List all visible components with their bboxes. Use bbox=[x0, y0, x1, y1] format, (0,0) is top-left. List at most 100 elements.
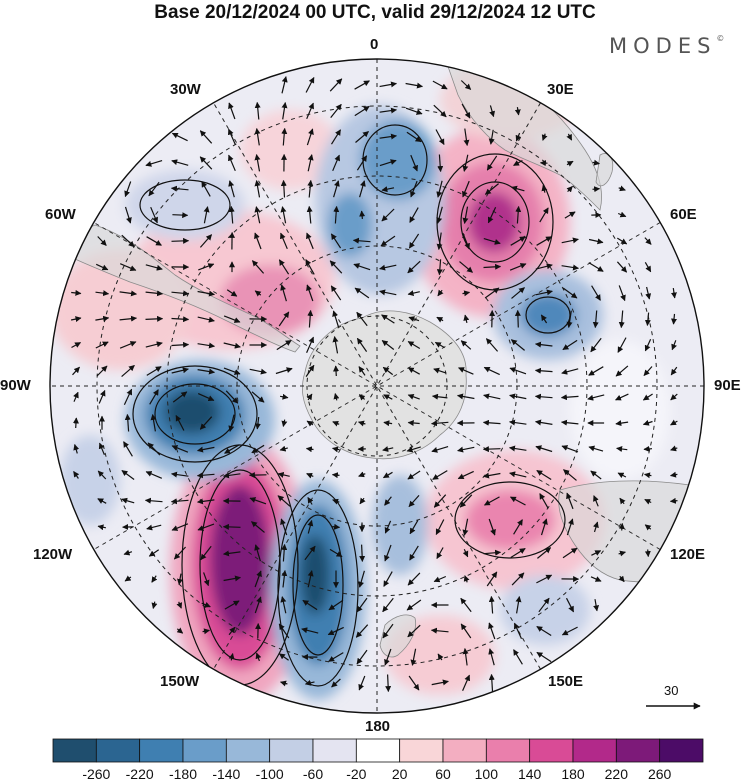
wind-arrow bbox=[483, 263, 502, 270]
wind-arrow bbox=[254, 180, 261, 198]
wind-arrow bbox=[462, 518, 469, 536]
wind-arrow bbox=[332, 446, 340, 453]
wind-arrow bbox=[171, 367, 189, 374]
wind-arrow bbox=[171, 341, 190, 348]
wind-arrow bbox=[197, 290, 215, 297]
wind-arrow bbox=[409, 545, 419, 561]
colorbar-tick-label: 60 bbox=[435, 766, 451, 782]
wind-arrow bbox=[379, 107, 397, 114]
colorbar-swatch bbox=[139, 738, 184, 763]
wind-arrow bbox=[483, 472, 501, 479]
modes-logo: MODES© bbox=[609, 34, 724, 58]
wind-arrow bbox=[433, 494, 447, 508]
wind-arrow bbox=[588, 262, 604, 272]
wind-arrow bbox=[407, 340, 421, 350]
wind-arrow bbox=[281, 543, 288, 562]
wind-arrow bbox=[462, 180, 470, 198]
wind-arrow bbox=[356, 311, 368, 327]
wind-arrow bbox=[146, 236, 162, 246]
wind-arrow bbox=[173, 546, 187, 560]
wind-arrow bbox=[670, 366, 678, 376]
meridian-line bbox=[213, 102, 541, 670]
wind-arrow bbox=[72, 366, 80, 376]
wind-arrow bbox=[379, 133, 397, 140]
wind-arrow bbox=[171, 290, 190, 297]
wind-arrow bbox=[483, 238, 501, 245]
wind-arrow bbox=[642, 393, 653, 401]
wind-arrow bbox=[171, 445, 189, 453]
wind-arrow bbox=[537, 547, 552, 559]
wind-arrow bbox=[306, 232, 314, 250]
wind-arrow bbox=[644, 338, 652, 352]
contour-line bbox=[292, 514, 344, 656]
wind-arrow bbox=[488, 648, 495, 666]
new-zealand bbox=[379, 614, 417, 658]
graticule bbox=[50, 59, 704, 713]
wind-arrow bbox=[406, 599, 422, 611]
wind-arrow bbox=[434, 341, 445, 349]
wind-arrow bbox=[488, 595, 495, 614]
colorbar-tick-label: -180 bbox=[168, 766, 198, 782]
wind-arrow bbox=[352, 237, 371, 244]
anomaly-positive bbox=[468, 192, 520, 252]
wind-arrow bbox=[328, 652, 344, 662]
wind-arrow bbox=[566, 492, 574, 510]
wind-arrow bbox=[276, 339, 292, 351]
wind-arrow bbox=[382, 623, 394, 639]
wind-arrow bbox=[332, 420, 340, 427]
wind-arrow bbox=[254, 232, 262, 250]
wind-arrow bbox=[488, 622, 496, 640]
lon-label-180: 180 bbox=[365, 718, 391, 735]
wind-arrow bbox=[407, 419, 420, 426]
wind-arrow bbox=[97, 524, 107, 531]
wind-arrow bbox=[513, 159, 523, 167]
wind-arrow bbox=[197, 393, 215, 401]
wind-arrow bbox=[356, 597, 368, 613]
wind-arrow bbox=[281, 419, 288, 427]
wind-arrow bbox=[382, 366, 394, 376]
wind-arrow bbox=[538, 597, 550, 613]
wind-arrow bbox=[535, 419, 553, 426]
wind-arrow bbox=[618, 285, 626, 302]
wind-arrow bbox=[565, 597, 575, 613]
wind-arrow bbox=[566, 185, 573, 193]
colorbar-tick-label: -260 bbox=[82, 766, 111, 782]
wind-arrow bbox=[226, 289, 238, 297]
wind-arrow bbox=[509, 471, 527, 478]
wind-arrow bbox=[592, 310, 599, 329]
wind-arrow bbox=[201, 181, 211, 197]
wind-arrow bbox=[199, 156, 213, 170]
wind-arrow bbox=[536, 236, 552, 246]
wind-arrow bbox=[306, 284, 314, 302]
wind-arrow bbox=[670, 288, 677, 299]
wind-arrow bbox=[617, 211, 627, 218]
wind-arrow bbox=[509, 393, 527, 400]
wind-arrow bbox=[332, 154, 340, 172]
wind-arrow bbox=[123, 388, 133, 405]
wind-arrow bbox=[432, 80, 448, 90]
colorbar-swatch bbox=[572, 738, 617, 763]
wind-arrow bbox=[97, 236, 107, 246]
wind-arrow bbox=[356, 155, 368, 171]
lon-label-150e: 150E bbox=[548, 673, 584, 690]
wind-arrow bbox=[307, 570, 314, 588]
colorbar-tick-label: 180 bbox=[561, 766, 585, 782]
meridian-line bbox=[213, 102, 541, 670]
wind-arrow bbox=[410, 154, 418, 172]
wind-arrow bbox=[488, 129, 495, 145]
wind-arrow bbox=[457, 470, 474, 480]
wind-arrow bbox=[280, 179, 287, 198]
wind-arrow bbox=[222, 523, 241, 530]
wind-arrow bbox=[644, 524, 652, 531]
wind-arrow bbox=[511, 185, 525, 192]
wind-arrow bbox=[197, 446, 215, 453]
wind-arrow bbox=[407, 260, 421, 274]
wind-arrow bbox=[306, 128, 314, 146]
wind-arrow bbox=[463, 314, 470, 324]
wind-arrow bbox=[203, 206, 210, 224]
wind-arrow bbox=[431, 679, 449, 686]
wind-arrow bbox=[333, 205, 340, 224]
wind-arrow bbox=[73, 391, 79, 402]
wind-arrow bbox=[119, 263, 137, 271]
colorbar-swatch bbox=[312, 738, 357, 763]
